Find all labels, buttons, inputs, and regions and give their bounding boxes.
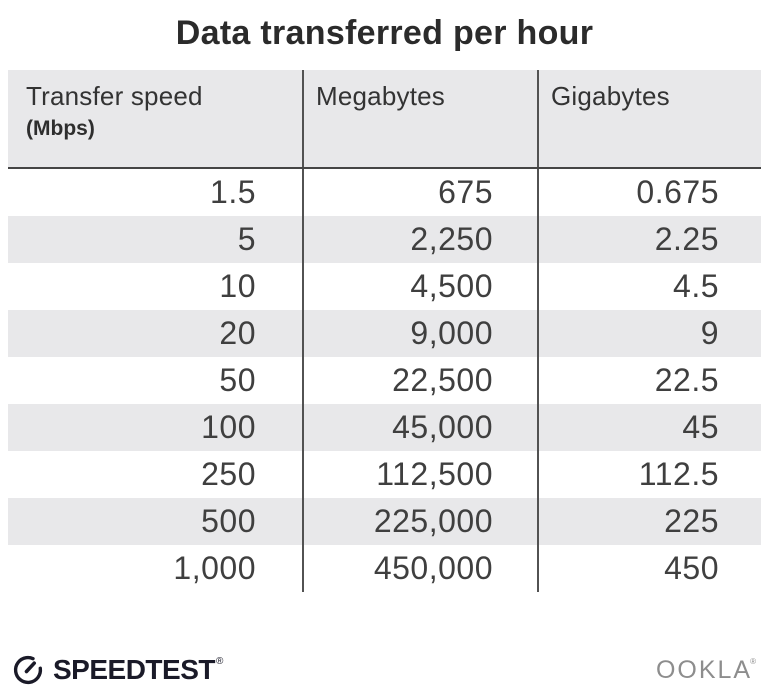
table-cell: 450 <box>537 545 761 592</box>
table-cell: 22,500 <box>302 357 538 404</box>
ookla-label: OOKLA <box>655 655 753 684</box>
table-cell: 675 <box>302 168 538 216</box>
table-cell: 10 <box>219 268 256 304</box>
speedtest-wordmark: SPEEDTEST® <box>53 654 223 686</box>
table-cell: 112.5 <box>537 451 761 498</box>
table-cell: 112,500 <box>302 451 538 498</box>
table-cell: 500 <box>8 498 303 545</box>
data-table: Transfer speed (Mbps) Megabytes Gigabyte… <box>8 70 761 592</box>
table-cell: 9 <box>537 310 761 357</box>
table-cell: 4,500 <box>302 263 538 310</box>
col-header-megabytes: Megabytes <box>302 70 538 169</box>
table-row: 10 4,500 4.5 <box>8 263 761 310</box>
table-cell: 100 <box>8 404 303 451</box>
table-cell: 250 <box>201 456 256 492</box>
table-cell: 1,000 <box>173 550 256 586</box>
header-row: Transfer speed (Mbps) Megabytes Gigabyte… <box>8 70 761 169</box>
table-cell: 450,000 <box>302 545 538 592</box>
table-row: 1,000 450,000 450 <box>8 545 761 592</box>
table-cell: 45,000 <box>302 404 538 451</box>
col-header-label: Megabytes <box>316 81 445 111</box>
table-cell: 225,000 <box>302 498 538 545</box>
table-row: 5 2,250 2.25 <box>8 216 761 263</box>
col-header-gigabytes: Gigabytes <box>537 70 761 169</box>
registered-mark: ® <box>750 656 758 666</box>
table-cell: 9,000 <box>302 310 538 357</box>
speedtest-logo: SPEEDTEST® <box>12 654 223 686</box>
table-cell: 22.5 <box>537 357 761 404</box>
table-row: 1.5 675 0.675 <box>8 168 761 216</box>
table-cell: 0.675 <box>537 168 761 216</box>
col-header-transfer-speed: Transfer speed (Mbps) <box>8 70 303 169</box>
registered-mark: ® <box>215 656 223 667</box>
ookla-logo: OOKLA® <box>656 656 760 685</box>
table-cell: 50 <box>219 362 256 398</box>
speedtest-gauge-icon <box>13 655 43 685</box>
col-header-label: Gigabytes <box>551 81 670 111</box>
table-cell: 45 <box>537 404 761 451</box>
table-row: 500 225,000 225 <box>8 498 761 545</box>
table-body: 1.5 675 0.675 5 2,250 2.25 10 4,500 4.5 20 9,000 9 5… <box>8 168 761 592</box>
page-title: Data transferred per hour <box>175 14 594 52</box>
table-row: 20 9,000 9 <box>8 310 761 357</box>
table-cell: 2,250 <box>302 216 538 263</box>
table-row: 100 45,000 45 <box>8 404 761 451</box>
speedtest-label: SPEEDTEST <box>53 654 215 685</box>
table-cell: 2.25 <box>537 216 761 263</box>
table-row: 50 22,500 22.5 <box>8 357 761 404</box>
table-cell: 1.5 <box>210 174 256 210</box>
table-cell: 20 <box>8 310 303 357</box>
col-header-label: Transfer speed <box>26 81 203 111</box>
table-row: 250 112,500 112.5 <box>8 451 761 498</box>
col-header-sublabel: (Mbps) <box>26 117 95 140</box>
table-cell: 225 <box>537 498 761 545</box>
table-cell: 4.5 <box>537 263 761 310</box>
footer: SPEEDTEST® OOKLA® <box>12 648 760 692</box>
table-cell: 5 <box>8 216 303 263</box>
